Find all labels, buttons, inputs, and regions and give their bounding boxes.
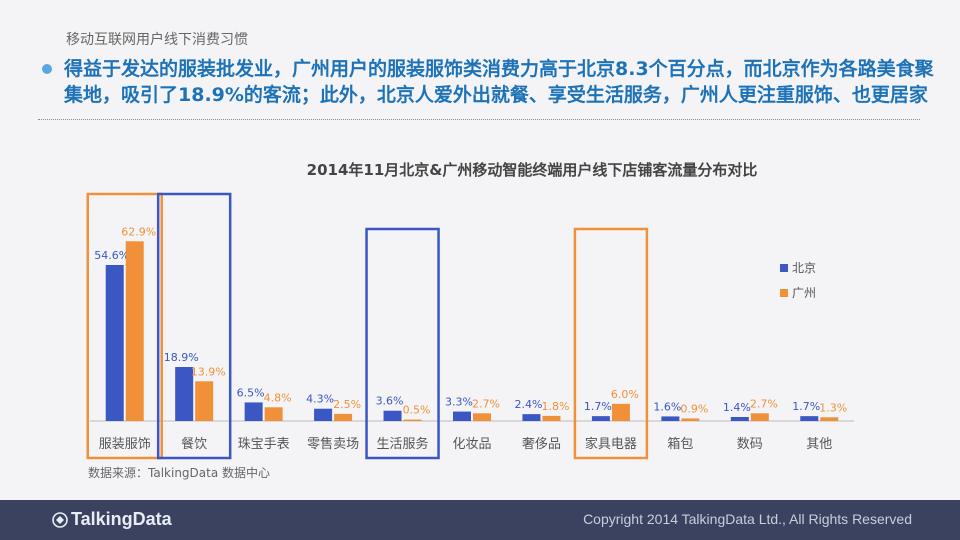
data-label-guangzhou-cat10: 1.3% [819,401,847,414]
bar-beijing-cat0 [105,265,124,421]
data-label-guangzhou-cat1: 13.9% [191,365,226,378]
bar-beijing-cat4 [383,410,402,421]
category-label-cat2: 珠宝手表 [238,437,290,452]
talkingdata-logo-icon [52,511,68,528]
bar-guangzhou-cat2 [264,407,283,421]
legend-swatch-0 [780,264,788,272]
data-label-beijing-cat10: 1.7% [792,400,820,413]
data-label-beijing-cat5: 3.3% [445,396,473,409]
bar-chart: 54.6% 18.9% 6.5% 4.3% 3.6% 3.3% 2.4% 1.7% 1.6% 1.… [86,192,854,460]
data-label-guangzhou-cat8: 0.9% [680,402,708,415]
bar-beijing-cat6 [522,414,541,421]
bar-beijing-cat3 [314,408,333,421]
bar-guangzhou-cat9 [750,413,769,421]
data-label-beijing-cat9: 1.4% [723,401,751,414]
data-label-guangzhou-cat4: 0.5% [403,404,431,417]
category-label-cat1: 餐饮 [181,436,207,452]
bar-beijing-cat5 [453,411,471,421]
bar-guangzhou-cat5 [473,413,491,421]
bullet-dot-icon [42,64,52,74]
footer-logo: TalkingData [52,509,172,530]
highlight-box-cat7 [573,227,649,460]
bar-guangzhou-cat10 [820,417,839,421]
bar-guangzhou-cat1 [195,381,214,421]
category-label-cat4: 生活服务 [377,436,429,452]
data-label-guangzhou-cat3: 2.5% [333,398,361,411]
headline: 得益于发达的服装批发业，广州用户的服装服饰类消费力高于北京8.3个百分点，而北京… [64,58,934,106]
data-label-guangzhou-cat2: 4.8% [264,391,292,404]
data-label-beijing-cat6: 2.4% [514,398,542,411]
copyright-text: Copyright 2014 TalkingData Ltd., All Rig… [583,511,912,527]
footer-bar: TalkingData Copyright 2014 TalkingData L… [0,500,960,540]
highlight-box-cat1 [156,192,232,460]
dotted-divider [38,119,920,120]
highlight-box-cat4 [365,227,440,460]
category-label-cat0: 服装服饰 [99,437,151,452]
category-label-cat10: 其他 [806,437,832,452]
bar-guangzhou-cat6 [542,415,561,421]
chart-title: 2014年11月北京&广州移动智能终端用户线下店铺客流量分布对比 [306,161,758,179]
logo-text: TalkingData [71,509,172,529]
legend-label-1: 广州 [792,286,816,300]
bar-beijing-cat10 [800,416,819,421]
bar-beijing-cat1 [175,367,194,421]
legend-swatch-1 [780,289,788,297]
data-label-beijing-cat0: 54.6% [94,249,129,262]
data-label-guangzhou-cat5: 2.7% [472,397,500,410]
data-source: 数据来源：TalkingData 数据中心 [88,466,271,480]
category-label-cat7: 家具电器 [585,436,637,452]
category-label-cat9: 数码 [737,437,763,452]
bar-beijing-cat7 [591,416,610,421]
section-label: 移动互联网用户线下消费习惯 [66,32,248,48]
data-label-guangzhou-cat9: 2.7% [750,397,778,410]
data-label-beijing-cat7: 1.7% [584,400,612,413]
bar-guangzhou-cat7 [611,403,630,421]
category-label-cat6: 奢侈品 [522,437,561,452]
bar-guangzhou-cat0 [125,241,144,421]
data-label-guangzhou-cat7: 6.0% [611,388,639,401]
data-label-beijing-cat1: 18.9% [164,351,199,364]
category-label-cat3: 零售卖场 [307,436,359,452]
bar-guangzhou-cat4 [403,419,422,421]
data-label-guangzhou-cat6: 1.8% [541,400,569,413]
bar-beijing-cat9 [730,417,749,421]
category-label-cat8: 箱包 [667,436,693,452]
bar-beijing-cat2 [244,402,263,421]
data-label-beijing-cat4: 3.6% [376,395,404,408]
bar-guangzhou-cat8 [681,418,700,421]
highlight-box-cat0 [86,192,163,460]
category-label-cat5: 化妆品 [452,437,491,452]
bar-beijing-cat8 [661,416,680,421]
data-label-beijing-cat8: 1.6% [653,400,681,413]
data-label-beijing-cat2: 6.5% [237,386,265,399]
data-label-beijing-cat3: 4.3% [306,393,334,406]
legend-label-0: 北京 [792,261,816,275]
data-label-guangzhou-cat0: 62.9% [121,225,156,238]
bar-guangzhou-cat3 [334,413,353,421]
